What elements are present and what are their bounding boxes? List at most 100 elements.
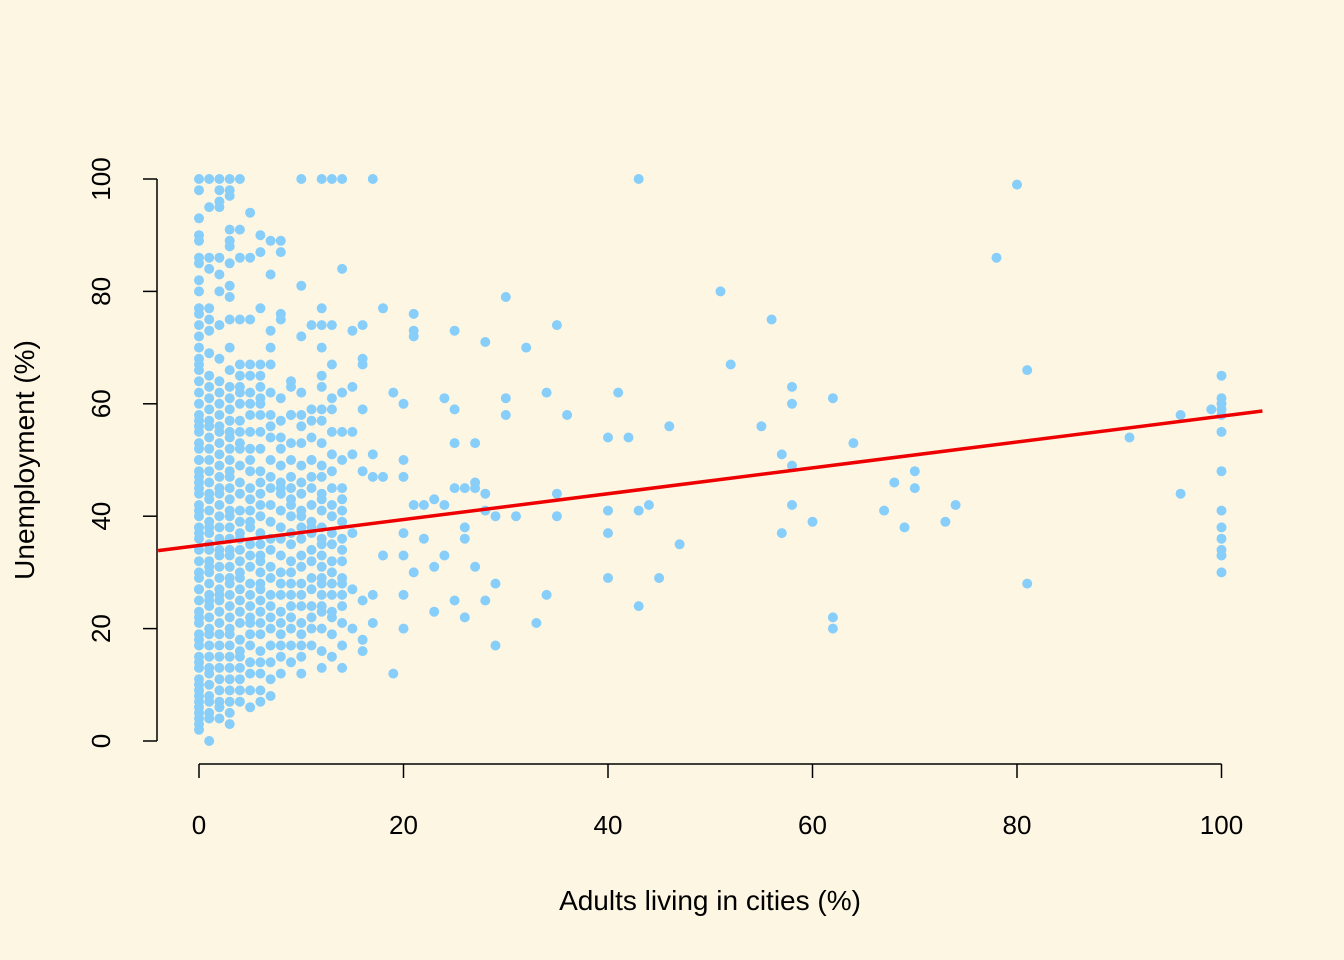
data-point [194,640,204,651]
data-point [357,646,368,657]
data-point [255,477,266,488]
data-point [194,595,204,606]
data-point [265,623,276,634]
data-point [214,353,225,364]
data-point [286,539,296,550]
data-point [194,376,204,387]
data-point [194,213,204,224]
data-point [224,662,235,673]
data-point [367,174,378,184]
data-point [643,500,654,510]
data-point [408,567,419,578]
data-point [1216,533,1227,544]
data-point [316,471,327,482]
data-point [275,522,286,533]
data-point [214,174,225,184]
data-point [316,494,327,505]
data-point [204,263,215,274]
data-point [337,455,348,465]
data-point [224,685,235,696]
y-axis: 0 20 40 60 80 100 [86,157,158,748]
data-point [337,174,348,184]
data-point [316,381,327,392]
data-point [756,421,767,432]
data-point [337,387,348,398]
data-point [214,522,225,533]
fit-line-layer [157,409,1263,553]
data-point [204,174,215,184]
data-point [296,477,307,488]
data-point [326,567,337,578]
data-point [245,685,256,696]
data-point [326,359,337,370]
data-point [255,230,266,241]
data-point [306,544,317,555]
data-point [194,286,204,297]
data-point [255,443,266,454]
data-point [214,606,225,617]
data-point [224,494,235,505]
data-point [224,404,235,415]
data-point [664,421,675,432]
data-point [194,331,204,342]
data-point [500,410,511,420]
data-point [265,269,276,280]
data-point [255,381,266,392]
data-point [265,387,276,398]
data-point [633,505,644,516]
data-point [449,595,460,606]
data-point [234,646,245,657]
data-point [347,381,358,392]
data-point [194,398,204,409]
data-point [234,584,245,595]
data-point [214,471,225,482]
data-point [245,398,256,409]
x-tick-label: 80 [1003,810,1032,840]
data-point [204,601,215,612]
data-point [255,398,266,409]
data-point [316,623,327,634]
data-point [255,511,266,522]
data-point [245,494,256,505]
data-point [265,455,276,465]
data-point [326,651,337,662]
data-point [275,505,286,516]
y-tick-label: 0 [86,734,116,748]
data-point [245,561,256,572]
data-point [326,589,337,600]
data-point [214,438,225,449]
data-point [316,320,327,331]
data-point [234,528,245,539]
data-point [531,618,542,628]
y-tick-label: 40 [86,502,116,531]
data-point [255,629,266,640]
data-point [234,662,245,673]
data-point [337,494,348,505]
data-point [275,567,286,578]
data-point [306,320,317,331]
data-point [224,483,235,494]
data-point [326,393,337,404]
data-point [1022,365,1033,376]
data-point [827,623,838,634]
data-point [234,618,245,628]
data-point [296,505,307,516]
data-point [194,584,204,595]
data-point [245,455,256,465]
data-point [224,674,235,685]
data-point [337,426,348,437]
data-point [224,696,235,707]
data-point [316,415,327,426]
data-point [265,342,276,353]
data-point [296,280,307,291]
data-point [275,651,286,662]
data-point [326,483,337,494]
data-point [265,325,276,336]
data-point [551,320,562,331]
data-point [275,578,286,589]
data-point [480,337,491,347]
data-point [224,601,235,612]
data-point [224,381,235,392]
data-point [296,421,307,432]
